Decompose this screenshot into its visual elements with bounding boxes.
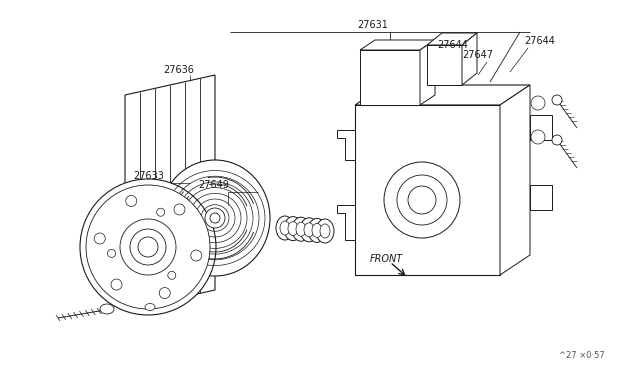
Ellipse shape [168, 271, 176, 279]
Polygon shape [420, 40, 435, 105]
Bar [355, 105, 500, 275]
Ellipse shape [280, 221, 290, 235]
Polygon shape [355, 85, 530, 105]
Polygon shape [530, 185, 552, 210]
Text: 27633: 27633 [133, 171, 164, 181]
Ellipse shape [159, 288, 170, 299]
Text: FRONT: FRONT [370, 254, 403, 264]
Polygon shape [500, 85, 530, 275]
Ellipse shape [174, 204, 185, 215]
Ellipse shape [292, 217, 310, 241]
Ellipse shape [284, 217, 302, 241]
Text: 27644: 27644 [524, 36, 555, 46]
Bar [360, 50, 420, 105]
Text: 27631: 27631 [357, 20, 388, 30]
Ellipse shape [94, 233, 105, 244]
Ellipse shape [205, 208, 225, 228]
Bar [427, 45, 462, 85]
Ellipse shape [408, 186, 436, 214]
Ellipse shape [552, 95, 562, 105]
Ellipse shape [130, 229, 166, 265]
Polygon shape [337, 130, 355, 160]
Ellipse shape [552, 135, 562, 145]
Ellipse shape [296, 222, 306, 236]
Ellipse shape [86, 185, 210, 309]
Ellipse shape [100, 304, 114, 314]
Ellipse shape [125, 195, 137, 206]
Ellipse shape [138, 237, 158, 257]
Ellipse shape [210, 213, 220, 223]
Ellipse shape [191, 250, 202, 261]
Text: 27647: 27647 [462, 50, 493, 60]
Text: 27644: 27644 [437, 40, 468, 50]
Ellipse shape [300, 218, 318, 242]
Ellipse shape [397, 175, 447, 225]
Ellipse shape [276, 216, 294, 240]
Ellipse shape [531, 130, 545, 144]
Ellipse shape [120, 219, 176, 275]
Polygon shape [427, 33, 477, 45]
Ellipse shape [80, 179, 216, 315]
Ellipse shape [288, 222, 298, 235]
Text: 27636: 27636 [163, 65, 194, 75]
Ellipse shape [531, 96, 545, 110]
Ellipse shape [308, 218, 326, 243]
Ellipse shape [312, 224, 322, 237]
Ellipse shape [157, 208, 164, 216]
Ellipse shape [384, 162, 460, 238]
Text: ^27 ×0·57: ^27 ×0·57 [559, 351, 605, 360]
Ellipse shape [160, 160, 270, 276]
Ellipse shape [316, 219, 334, 243]
Polygon shape [462, 33, 477, 85]
Ellipse shape [111, 279, 122, 290]
Polygon shape [125, 75, 215, 310]
Ellipse shape [304, 223, 314, 237]
Polygon shape [530, 115, 552, 140]
Polygon shape [360, 40, 435, 50]
Polygon shape [337, 205, 355, 240]
Text: 27649: 27649 [198, 180, 229, 190]
Ellipse shape [145, 304, 155, 311]
Ellipse shape [108, 249, 116, 257]
Ellipse shape [320, 224, 330, 238]
